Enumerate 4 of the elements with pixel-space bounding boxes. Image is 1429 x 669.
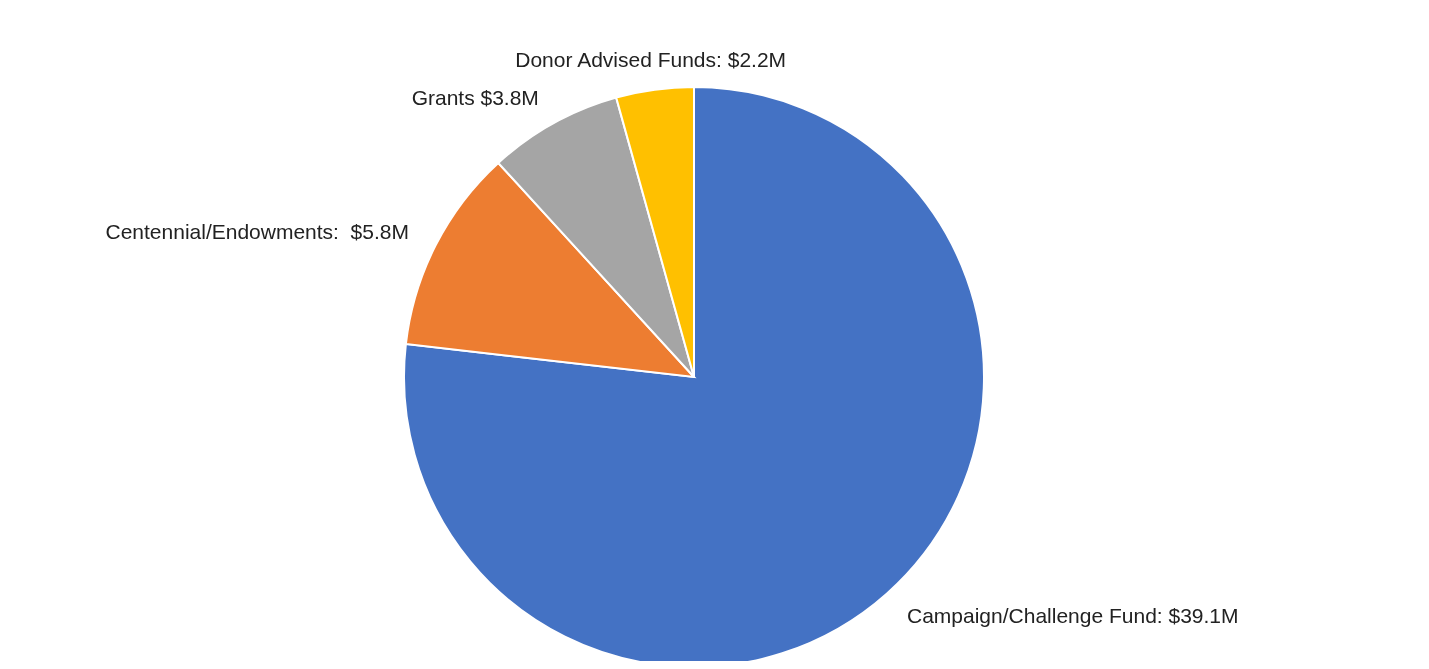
slice-label: Grants $3.8M: [411, 85, 539, 109]
slice-label: Centennial/Endowments: $5.8M: [105, 219, 410, 243]
slice-label: Campaign/Challenge Fund: $39.1M: [906, 604, 1239, 628]
slice-label: Donor Advised Funds: $2.2M: [515, 48, 787, 72]
